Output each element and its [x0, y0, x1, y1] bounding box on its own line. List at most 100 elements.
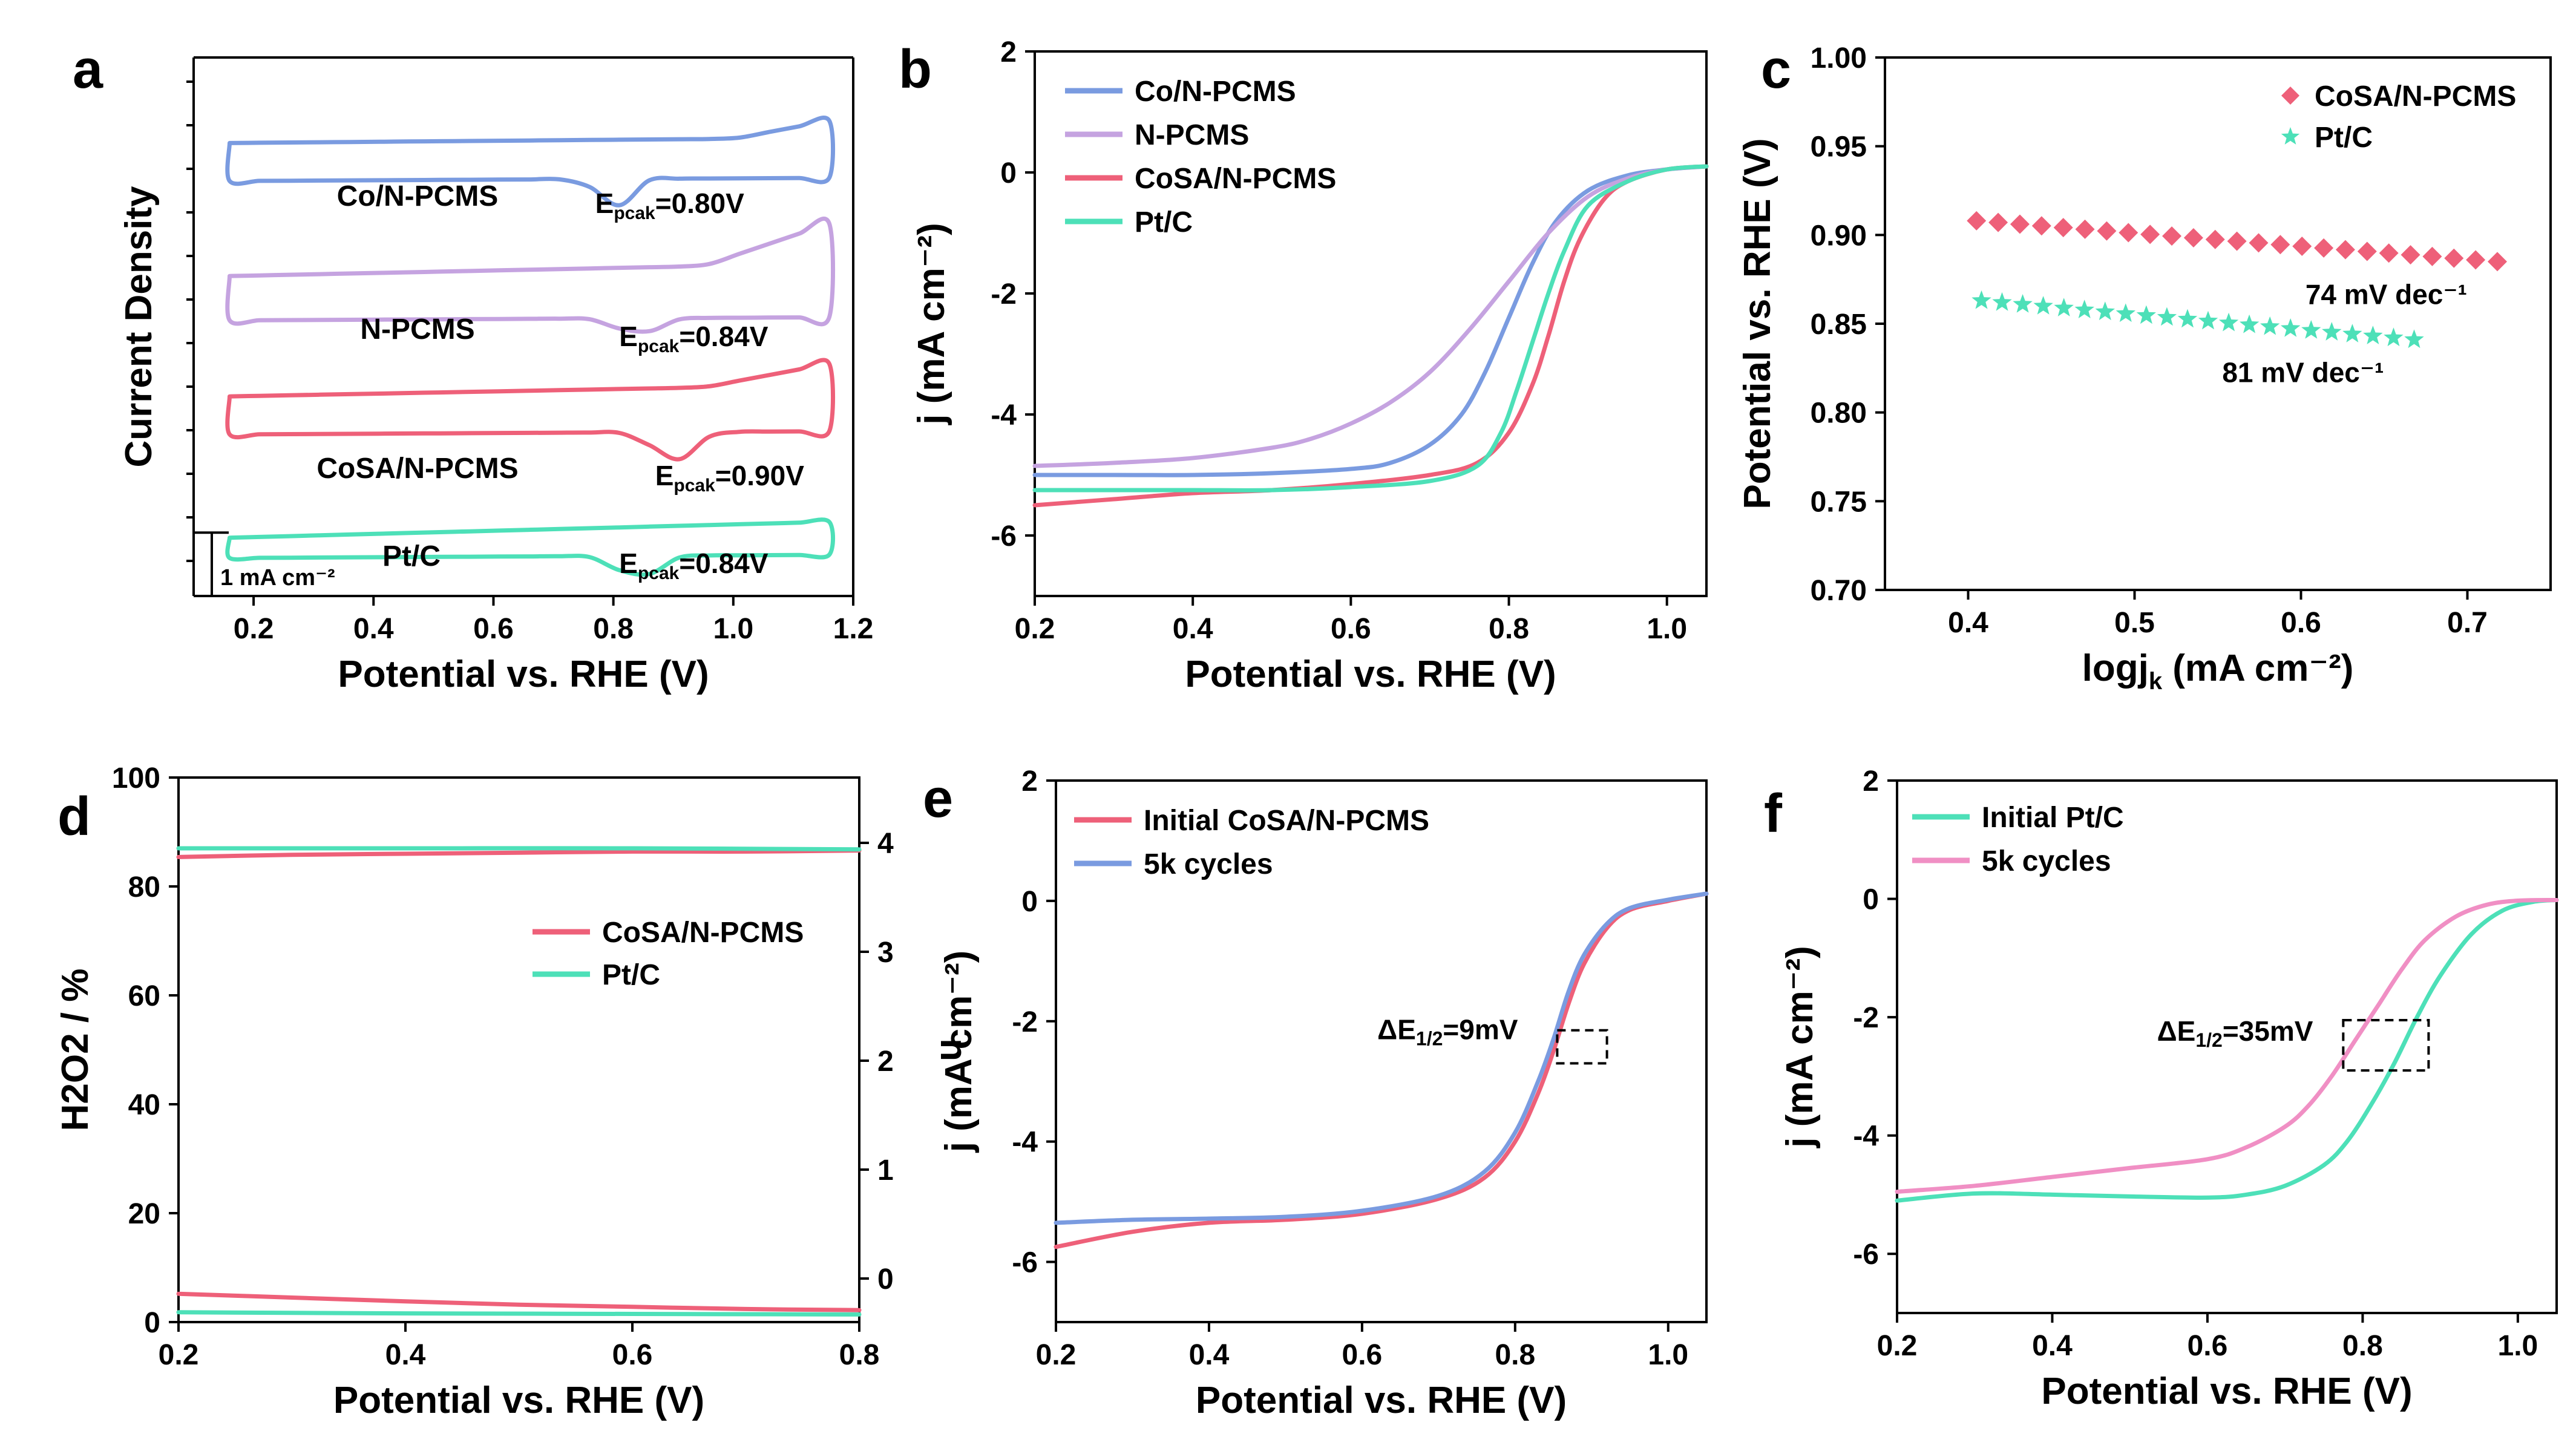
e-y-tick-label: -6 — [1012, 1247, 1038, 1279]
5-x-tick-label: 0.6 — [2188, 1330, 2228, 1362]
c-point-diamond — [2466, 250, 2486, 270]
x-axis-title: Potential vs. RHE (V) — [1196, 1380, 1567, 1421]
2-x-tick-label: 0.5 — [2114, 607, 2155, 639]
x-axis-title: Potential vs. RHE (V) — [2041, 1370, 2412, 1412]
y-axis-title: Potential vs. RHE (V) — [1737, 138, 1778, 509]
a-series-label: CoSA/N-PCMS — [316, 453, 518, 485]
c-point-diamond — [2281, 87, 2299, 105]
y2-axis-title: n — [932, 1038, 974, 1061]
c-point-star — [2342, 324, 2362, 342]
f-delta-box — [2342, 1019, 2430, 1072]
b-y-tick-label: 0 — [1000, 157, 1017, 189]
c-y-tick-label: 0.80 — [1811, 398, 1867, 430]
a-scale-bar-label: 1 mA cm⁻² — [220, 565, 335, 591]
1-x-tick-label: 0.8 — [1489, 613, 1529, 645]
c-point-diamond — [2422, 246, 2442, 266]
d-y-tick-label: 40 — [128, 1089, 160, 1121]
f-curve-initial-pt-c — [1895, 898, 2559, 1203]
y-axis-title: j (mA cm⁻²) — [938, 951, 980, 1153]
d-axes-frame — [177, 776, 860, 1323]
c-y-tick-label: 0.70 — [1811, 575, 1867, 607]
c-point-diamond — [2444, 248, 2464, 268]
b-curve-co-n-pcms — [1032, 164, 1709, 477]
panel-label-a: a — [73, 39, 103, 100]
0-x-tick-label: 0.6 — [473, 613, 514, 645]
f-curve-5k-cycles — [1895, 898, 2559, 1194]
panel-label-b: b — [899, 39, 932, 100]
f-legend-label: 5k cycles — [1982, 845, 2111, 877]
c-point-star — [2281, 318, 2301, 337]
e-axes-frame — [1055, 779, 1708, 1323]
panel-label-e: e — [923, 768, 953, 829]
3-x-tick-label: 0.6 — [612, 1339, 653, 1371]
0-x-tick-label: 0.4 — [353, 613, 394, 645]
x-axis-title: Potential vs. RHE (V) — [1185, 653, 1556, 695]
c-point-diamond — [1988, 212, 2008, 232]
4-x-tick-label: 1.0 — [1648, 1339, 1688, 1371]
2-x-tick-label: 0.6 — [2281, 607, 2321, 639]
panel-label-d: d — [57, 787, 91, 847]
f-y-tick-label: 2 — [1863, 765, 1879, 797]
c-point-star — [2384, 327, 2404, 347]
c-point-diamond — [2162, 226, 2182, 246]
c-axes-frame — [1884, 56, 2552, 591]
d-y-tick-label: 80 — [128, 871, 160, 903]
y-axis-title: j (mA cm⁻²) — [911, 223, 952, 425]
c-y-tick-label: 0.75 — [1811, 486, 1867, 518]
c-point-star — [2074, 300, 2094, 318]
e-y-tick-label: -4 — [1012, 1127, 1038, 1159]
0-x-tick-label: 0.2 — [234, 613, 274, 645]
b-curve-pt-c — [1032, 164, 1709, 493]
4-x-tick-label: 0.6 — [1342, 1339, 1383, 1371]
b-curve-n-pcms — [1032, 164, 1709, 468]
d-y2-tick-label: 1 — [877, 1154, 894, 1187]
c-point-diamond — [2314, 238, 2334, 258]
1-x-tick-label: 0.6 — [1331, 613, 1371, 645]
e-legend-label: Initial CoSA/N-PCMS — [1144, 805, 1429, 837]
b-curve-cosa-n-pcms — [1032, 164, 1709, 508]
a-series-label: Co/N-PCMS — [337, 180, 499, 212]
f-y-tick-label: -6 — [1853, 1239, 1879, 1271]
1-x-tick-label: 1.0 — [1647, 613, 1687, 645]
c-point-diamond — [2183, 228, 2203, 247]
d-y-tick-label: 60 — [128, 980, 160, 1012]
c-point-diamond — [2010, 214, 2030, 234]
c-y-tick-label: 0.85 — [1811, 309, 1867, 341]
panel-b: b 0.2 0.4 0.6 0.8 1.0 2 0 -2 -4 -6 Potential vs. RH… — [899, 36, 1709, 695]
d-curve-cosa-n-pcms-n — [176, 848, 862, 859]
e-y-tick-label: 0 — [1021, 886, 1038, 918]
x-axis-title: Potential vs. RHE (V) — [338, 653, 709, 695]
5-x-tick-label: 0.2 — [1877, 1330, 1918, 1362]
cv-curve-n-pcms — [225, 217, 836, 334]
c-point-diamond — [2227, 231, 2247, 251]
d-legend-label: CoSA/N-PCMS — [602, 917, 804, 949]
c-point-star — [2013, 294, 2033, 313]
f-y-tick-label: -4 — [1853, 1121, 1879, 1153]
2-x-tick-label: 0.7 — [2447, 607, 2488, 639]
c-legend-label: Pt/C — [2315, 122, 2373, 154]
b-axes-frame — [1034, 50, 1708, 597]
c-point-diamond — [2075, 219, 2095, 239]
c-point-star — [2301, 320, 2321, 339]
cv-curve-cosa-n-pcms — [225, 358, 835, 462]
f-delta-label: ΔE1/2=35mV — [2157, 1015, 2313, 1051]
b-y-tick-label: -2 — [991, 278, 1017, 310]
c-point-star — [2136, 305, 2156, 324]
c-point-diamond — [2335, 240, 2355, 260]
a-series-label: N-PCMS — [360, 313, 474, 345]
e-delta-label: ΔE1/2=9mV — [1377, 1014, 1518, 1050]
c-point-diamond — [2205, 229, 2225, 249]
b-legend-label: Co/N-PCMS — [1135, 76, 1296, 108]
y-axis-title: Current Density — [118, 186, 160, 468]
c-point-star — [2198, 310, 2218, 330]
b-legend-label: Pt/C — [1135, 206, 1193, 238]
c-point-diamond — [2053, 218, 2073, 238]
panel-f: f 0.2 0.4 0.6 0.8 1.0 2 0 -2 -4 -6 Potential vs. RH… — [1764, 765, 2559, 1412]
c-point-diamond — [2401, 245, 2420, 265]
c-point-diamond — [2357, 241, 2377, 261]
b-y-tick-label: 2 — [1000, 36, 1017, 68]
y-axis-title: H2O2 / % — [54, 969, 96, 1131]
c-point-star — [2116, 303, 2135, 323]
c-y-tick-label: 0.90 — [1811, 220, 1867, 252]
c-point-star — [2054, 298, 2074, 316]
